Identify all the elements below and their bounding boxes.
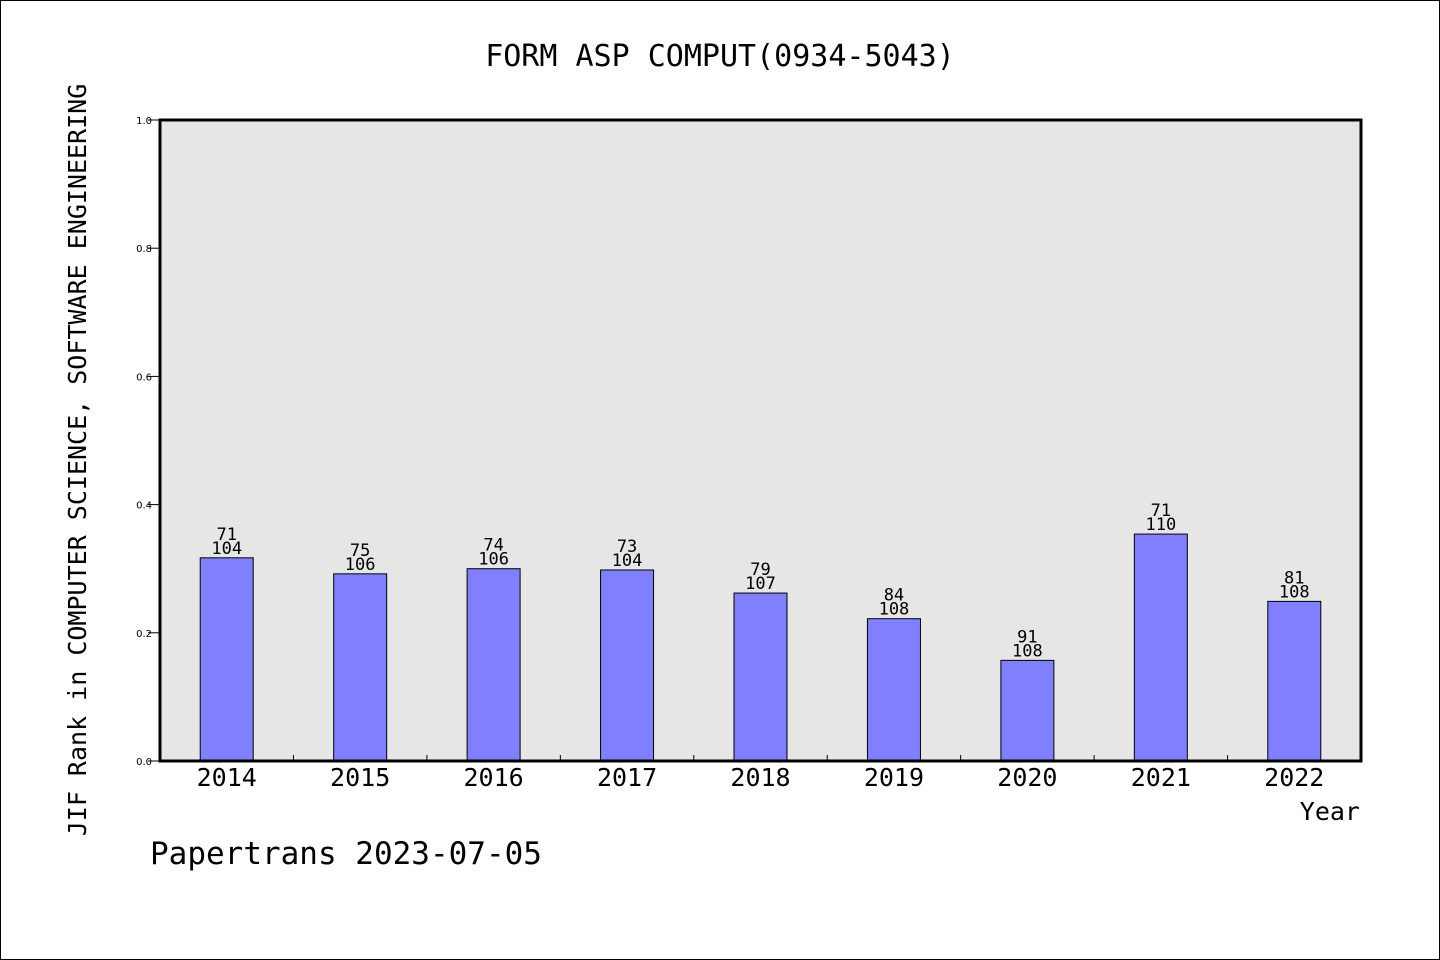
total-label-2015: 106 [345,555,376,575]
y-tick-label: 0.4 [136,501,152,512]
x-tick-label-2017: 2017 [597,763,657,792]
rank-label-2020: 91 [1017,627,1037,647]
rank-label-2021: 71 [1151,501,1171,521]
total-label-2020: 108 [1012,641,1043,661]
plot-border [158,118,1363,763]
bar-2016 [466,568,521,762]
total-label-2018: 107 [745,574,776,594]
total-label-2019: 108 [879,600,910,620]
bar-2014 [199,557,254,762]
bar-2020 [1000,659,1055,762]
y-tick-label: 0.6 [136,372,152,383]
chart-title: FORM ASP COMPUT(0934-5043) [485,39,955,74]
x-tick-label-2015: 2015 [330,763,390,792]
rank-label-2016: 74 [483,536,503,556]
total-label-2016: 106 [478,550,509,570]
rank-label-2014: 71 [216,525,236,545]
y-tick-label: 0.0 [136,757,152,768]
x-tick-label-2016: 2016 [464,763,524,792]
bars-group [199,533,1322,762]
total-label-2021: 110 [1145,515,1176,535]
rank-label-2019: 84 [884,586,904,606]
bar-2022 [1267,600,1322,762]
x-tick-label-2014: 2014 [197,763,257,792]
x-tick-label-2019: 2019 [864,763,924,792]
total-label-2022: 108 [1279,582,1310,602]
y-axis-label: JIF Rank in COMPUTER SCIENCE, SOFTWARE E… [63,84,92,837]
bar-2021 [1133,533,1188,762]
total-label-2017: 104 [612,551,643,571]
y-tick-label: 1.0 [136,116,152,127]
rank-label-2017: 73 [617,537,637,557]
footer-text: Papertrans 2023-07-05 [150,836,542,872]
x-tick-label-2020: 2020 [997,763,1057,792]
y-tick-label: 0.8 [136,244,152,255]
y-tick-label: 0.2 [136,629,152,640]
rank-label-2022: 81 [1284,568,1304,588]
bar-2015 [333,573,388,762]
x-tick-label-2018: 2018 [730,763,790,792]
x-tick-label-2021: 2021 [1131,763,1191,792]
y-axis-ticks: 0.0 0.2 0.4 0.6 0.8 1.0 [136,116,160,768]
rank-label-2018: 79 [750,560,770,580]
x-axis-label: Year [1300,797,1360,826]
x-tick-label-2022: 2022 [1264,763,1324,792]
bar-2017 [600,569,655,762]
bar-2019 [866,618,921,762]
x-axis-ticks: 2014 2015 2016 2017 2018 2019 2020 2021 2022 [197,755,1324,792]
rank-label-2015: 75 [350,541,370,561]
total-label-2014: 104 [211,539,242,559]
bar-2018 [733,592,788,762]
